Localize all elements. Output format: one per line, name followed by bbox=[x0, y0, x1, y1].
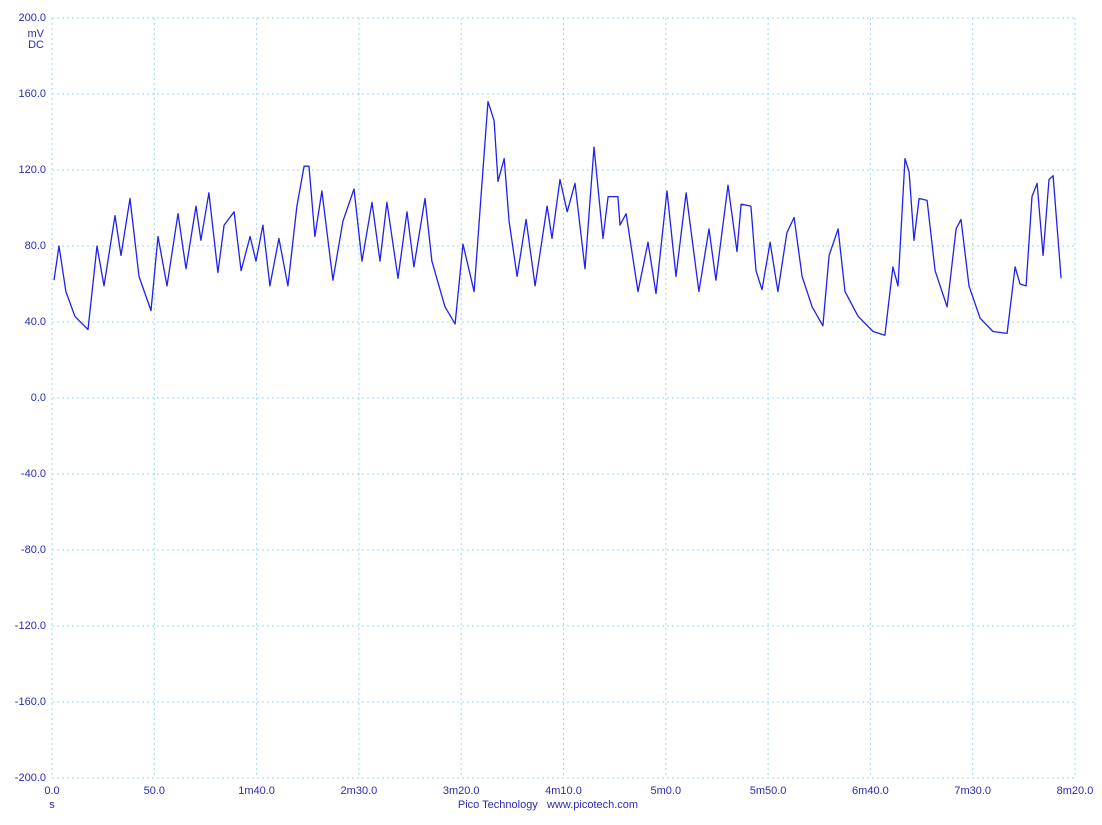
x-tick-label: 5m50.0 bbox=[750, 785, 787, 797]
footer: Pico Technology www.picotech.com bbox=[458, 799, 638, 811]
y-unit-note: DC bbox=[28, 39, 44, 51]
x-tick-label: 7m30.0 bbox=[954, 785, 991, 797]
y-tick-label: 40.0 bbox=[25, 316, 46, 328]
x-unit: s bbox=[49, 799, 55, 811]
series-line bbox=[53, 100, 1062, 336]
y-tick-label: 160.0 bbox=[18, 88, 46, 100]
y-tick-label: 120.0 bbox=[18, 164, 46, 176]
x-tick-label: 3m20.0 bbox=[443, 785, 480, 797]
y-tick-label: 0.0 bbox=[31, 392, 46, 404]
x-tick-label: 6m40.0 bbox=[852, 785, 889, 797]
y-tick-label: -120.0 bbox=[15, 620, 46, 632]
x-tick-label: 50.0 bbox=[144, 785, 165, 797]
y-tick-label: 200.0 bbox=[18, 12, 46, 24]
y-tick-label: -80.0 bbox=[21, 544, 46, 556]
y-tick-label: -200.0 bbox=[15, 772, 46, 784]
x-tick-label: 4m10.0 bbox=[545, 785, 582, 797]
x-tick-label: 0.0 bbox=[44, 785, 59, 797]
y-tick-label: -160.0 bbox=[15, 696, 46, 708]
y-tick-label: -40.0 bbox=[21, 468, 46, 480]
x-tick-label: 5m0.0 bbox=[651, 785, 682, 797]
y-tick-label: 80.0 bbox=[25, 240, 46, 252]
x-tick-label: 2m30.0 bbox=[341, 785, 378, 797]
x-tick-label: 8m20.0 bbox=[1057, 785, 1094, 797]
x-tick-label: 1m40.0 bbox=[238, 785, 275, 797]
y-unit: mV bbox=[28, 28, 45, 40]
